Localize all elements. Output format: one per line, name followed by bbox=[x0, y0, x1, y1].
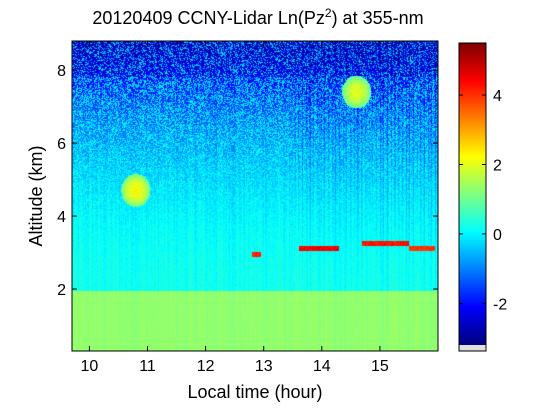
heatmap-area bbox=[71, 40, 439, 352]
chart-title-suffix: ) at 355-nm bbox=[332, 8, 424, 28]
colorbar: -2 0 2 4 bbox=[458, 42, 507, 352]
y-axis-label: Altitude (km) bbox=[26, 145, 46, 246]
y-tick-label: 4 bbox=[57, 209, 66, 226]
x-tick-label: 10 bbox=[81, 358, 99, 375]
x-tick-label: 15 bbox=[371, 358, 389, 375]
chart-title-prefix: 20120409 CCNY-Lidar Ln(Pz bbox=[92, 8, 324, 28]
x-tick-label: 11 bbox=[139, 358, 156, 375]
colorbar-ticks: -2 0 2 4 bbox=[459, 88, 507, 313]
x-tick-label: 12 bbox=[197, 358, 215, 375]
x-tick-label: 13 bbox=[255, 358, 273, 375]
x-tick-label: 14 bbox=[313, 358, 331, 375]
colorbar-tick-label: 0 bbox=[493, 227, 502, 244]
x-axis-label: Local time (hour) bbox=[187, 382, 322, 402]
colorbar-underflow-swatch bbox=[459, 345, 486, 351]
chart-title: 20120409 CCNY-Lidar Ln(Pz2) at 355-nm bbox=[92, 6, 423, 28]
colorbar-frame bbox=[458, 42, 487, 352]
colorbar-tick-label: 4 bbox=[493, 88, 502, 105]
x-axis: 10 11 12 13 14 15 bbox=[81, 41, 389, 375]
y-axis: 2 4 6 8 bbox=[57, 63, 438, 299]
colorbar-tick-label: -2 bbox=[493, 296, 507, 313]
plot-frame bbox=[71, 40, 439, 352]
heatmap-canvas bbox=[72, 41, 438, 351]
colorbar-gradient bbox=[459, 43, 486, 345]
y-tick-label: 2 bbox=[57, 282, 66, 299]
chart-title-superscript: 2 bbox=[325, 6, 332, 20]
y-tick-label: 6 bbox=[57, 136, 66, 153]
colorbar-tick-label: 2 bbox=[493, 157, 502, 174]
y-tick-label: 8 bbox=[57, 63, 66, 80]
